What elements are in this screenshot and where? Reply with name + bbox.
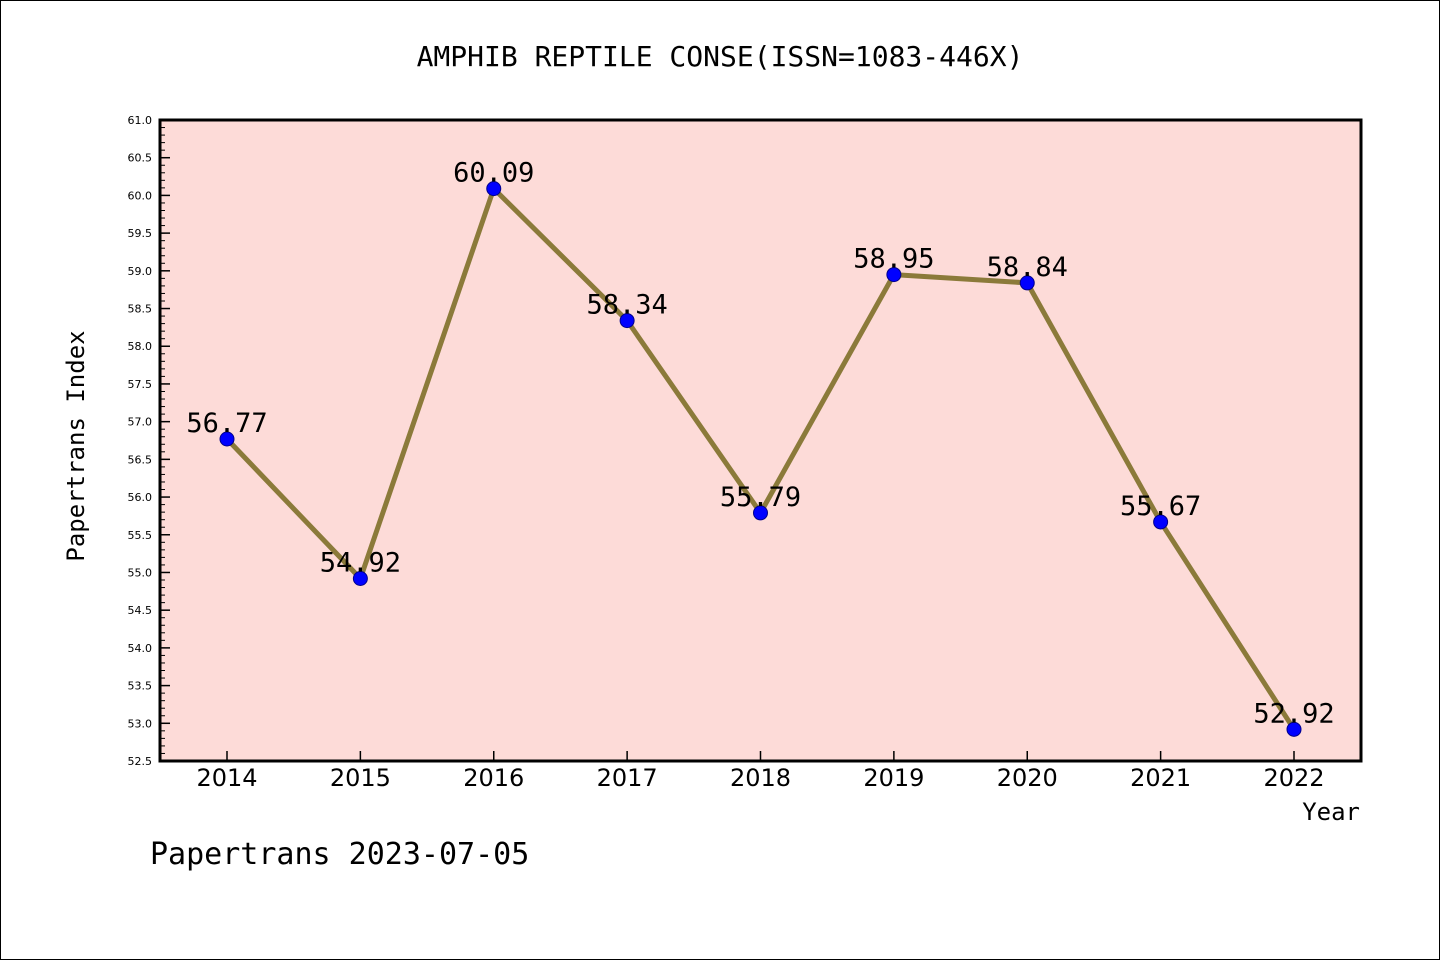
y-axis-label: Papertrans Index [62,330,90,561]
x-tick-label: 2020 [997,764,1058,792]
data-labels: 56.77 54.92 60.09 58.34 55.79 58.95 58.84 55.67… [186,158,1334,730]
y-tick-label: 58.0 [128,340,153,353]
y-tick-label: 61.0 [128,114,153,127]
y-tick-label: 54.0 [128,642,153,655]
y-tick-label: 54.5 [128,604,153,617]
x-tick-label: 2014 [196,764,257,792]
y-tick-label: 60.0 [128,189,153,202]
y-tick-label: 53.5 [128,680,153,693]
data-point [886,267,902,283]
footer-credit: Papertrans 2023-07-05 [150,837,529,872]
y-tick-label: 55.5 [128,529,153,542]
x-tick-label: 2015 [330,764,391,792]
y-tick-label: 57.5 [128,378,153,391]
y-axis: 52.5 53.0 53.5 54.0 54.5 55.0 55.5 56.0 56.5 57.0… [128,114,170,768]
y-tick-label: 52.5 [128,755,153,768]
data-point [352,571,368,587]
y-tick-label: 59.5 [128,227,153,240]
data-label: 52.92 [1253,698,1334,729]
y-tick-label: 58.5 [128,303,153,316]
y-tick-label: 56.5 [128,453,153,466]
x-tick-label: 2016 [463,764,524,792]
x-tick-label: 2019 [863,764,924,792]
data-label: 60.09 [453,158,534,189]
data-label: 58.95 [853,244,934,275]
data-point [486,181,502,197]
y-tick-label: 59.0 [128,265,153,278]
x-tick-label: 2018 [730,764,791,792]
x-tick-label: 2017 [597,764,658,792]
data-point [219,431,235,447]
y-tick-label: 55.0 [128,566,153,579]
data-label: 54.92 [320,548,401,579]
chart-title: AMPHIB REPTILE CONSE(ISSN=1083-446X) [417,40,1024,73]
data-point [1019,275,1035,291]
y-tick-label: 60.5 [128,152,153,165]
x-axis: 2014 2015 2016 2017 2018 2019 2020 2021 2022 [196,751,1325,792]
data-label: 58.34 [586,290,667,321]
data-point [1153,514,1169,530]
x-tick-label: 2022 [1263,764,1324,792]
x-axis-label: Year [1302,798,1360,826]
y-axis-minor-ticks [160,119,165,762]
data-label: 58.84 [987,252,1068,283]
x-tick-label: 2021 [1130,764,1191,792]
data-point [753,505,768,521]
data-point [619,313,635,329]
data-label: 55.79 [720,482,801,513]
data-label: 55.67 [1120,491,1201,522]
plot-area [158,118,1363,763]
data-label: 56.77 [186,408,267,439]
y-tick-label: 56.0 [128,491,153,504]
series-markers [219,181,1302,737]
y-tick-label: 53.0 [128,717,153,730]
y-tick-label: 57.0 [128,416,153,429]
data-point [1286,721,1302,737]
